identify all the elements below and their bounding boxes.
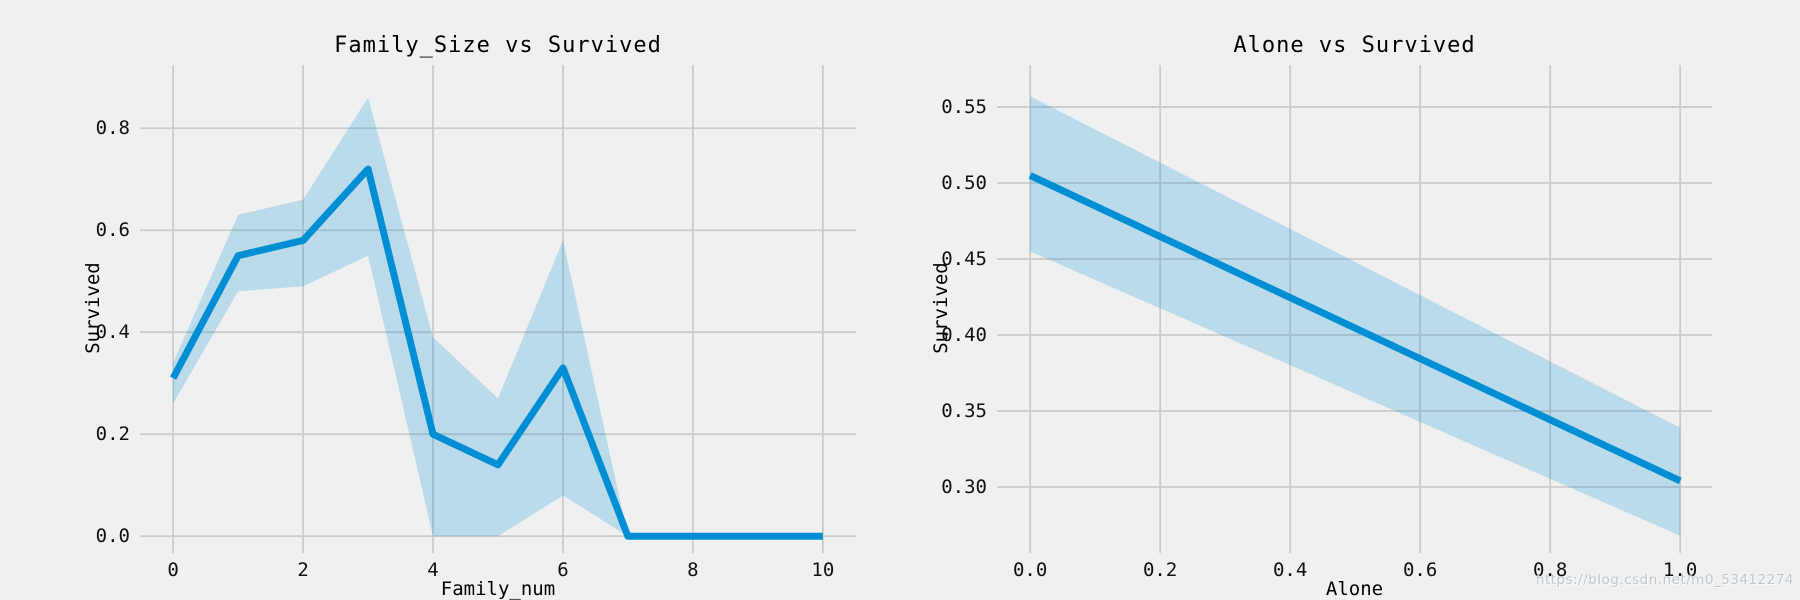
x-tick-label: 0 — [167, 559, 179, 581]
x-axis-label: Alone — [1325, 578, 1384, 600]
chart-title: Alone vs Survived — [1233, 33, 1476, 58]
y-tick-label: 0.45 — [941, 247, 987, 270]
y-tick-label: 0.4 — [95, 321, 130, 344]
x-tick-label: 0.0 — [1012, 559, 1048, 581]
trend-line — [170, 165, 823, 540]
y-tick-label: 0.8 — [95, 117, 130, 140]
chart-title: Family_Size vs Survived — [334, 33, 662, 58]
trend-line — [1028, 172, 1682, 485]
x-tick-label: 0.4 — [1272, 559, 1308, 581]
watermark: https://blog.csdn.net/m0_53412274 — [1535, 572, 1794, 588]
y-tick-label: 0.40 — [941, 323, 987, 346]
plot-area — [997, 65, 1712, 553]
x-tick-label: 0.8 — [1532, 559, 1568, 581]
x-tick-label: 0.6 — [1402, 559, 1438, 581]
y-tick-label: 0.2 — [95, 423, 130, 446]
x-axis-label: Family_num — [440, 578, 556, 600]
x-tick-label: 1.0 — [1662, 559, 1698, 581]
confidence-band — [1030, 96, 1681, 536]
y-tick-label: 0.0 — [95, 525, 130, 548]
y-tick-label: 0.30 — [941, 476, 987, 499]
plot-area — [140, 65, 856, 553]
x-tick-label: 4 — [427, 559, 439, 581]
y-tick-label: 0.35 — [941, 400, 987, 422]
x-tick-label: 6 — [557, 559, 569, 581]
y-axis-label: Survived — [930, 262, 952, 354]
y-tick-label: 0.50 — [941, 171, 987, 194]
y-tick-label: 0.6 — [95, 219, 130, 242]
x-tick-label: 8 — [687, 559, 699, 581]
y-tick-label: 0.55 — [941, 95, 987, 118]
x-tick-label: 0.2 — [1142, 559, 1178, 581]
x-tick-label: 10 — [811, 559, 835, 581]
x-tick-label: 2 — [297, 559, 309, 581]
